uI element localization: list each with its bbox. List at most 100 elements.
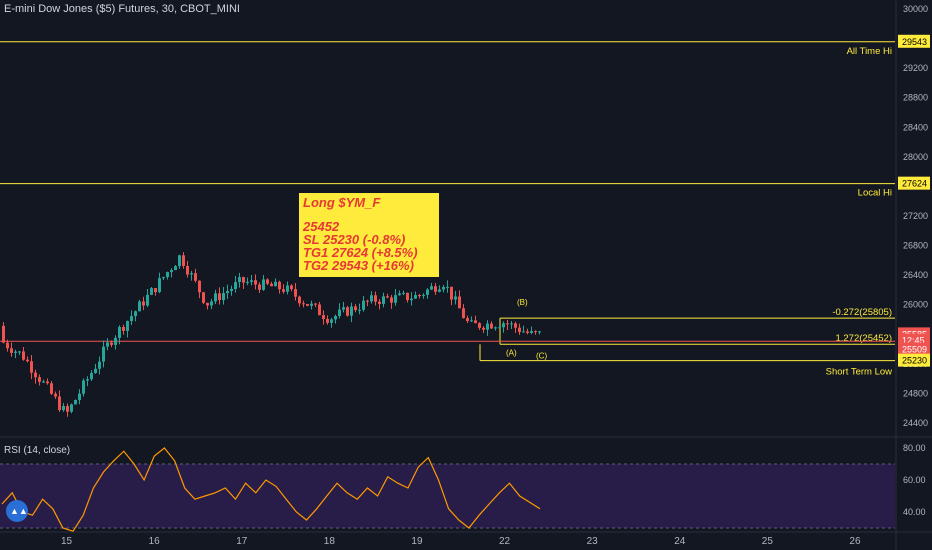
candle-body (458, 296, 461, 309)
candle-body (394, 295, 397, 303)
price-axis[interactable]: 2440024800252002560026000264002680027200… (898, 4, 930, 428)
candle-body (138, 301, 141, 312)
time-tick-label: 23 (587, 536, 599, 547)
candle-body (462, 308, 465, 319)
candle-body (110, 342, 113, 345)
candle-body (474, 320, 477, 324)
time-tick-label: 19 (411, 536, 423, 547)
price-tick-label: 26000 (903, 300, 928, 310)
time-tick-label: 22 (499, 536, 511, 547)
candle-body (82, 380, 85, 394)
level-label: All Time Hi (847, 46, 892, 57)
rsi-line (1, 447, 541, 532)
wave-label: (B) (517, 298, 528, 307)
candle-body (218, 293, 221, 301)
candle-body (134, 311, 137, 317)
candle-body (478, 323, 481, 328)
chart-title: E-mini Dow Jones ($5) Futures, 30, CBOT_… (4, 3, 240, 15)
candle-body (438, 289, 441, 292)
candle-body (346, 307, 349, 316)
candle-body (214, 293, 217, 302)
price-label: 27624 (902, 179, 927, 189)
candle-body (410, 298, 413, 301)
candle-body (30, 361, 33, 373)
candle-body (150, 288, 153, 295)
candle-body (426, 289, 429, 295)
trade-note: Long $YM_F 25452 SL 25230 (-0.8%) TG1 27… (299, 193, 439, 277)
time-tick-label: 18 (324, 536, 336, 547)
candle-body (106, 342, 109, 347)
candle-body (78, 393, 81, 401)
candle-body (286, 285, 289, 292)
price-tick-label: 26400 (903, 270, 928, 280)
candle-body (50, 383, 53, 394)
price-tick-label: 26800 (903, 241, 928, 251)
candle-body (166, 272, 169, 278)
candle-body (282, 289, 285, 292)
candle-body (226, 291, 229, 294)
candle-body (194, 273, 197, 281)
candle-body (362, 300, 365, 310)
price-label-bg (898, 176, 930, 190)
candle-body (498, 327, 501, 329)
price-tick-label: 29200 (903, 63, 928, 73)
tradingview-logo-icon[interactable]: ▲▲ (6, 500, 28, 522)
candle-body (222, 293, 225, 301)
candle-body (158, 278, 161, 293)
candle-body (258, 284, 261, 290)
note-line: TG1 27624 (+8.5%) (303, 245, 418, 260)
candle-body (530, 331, 533, 333)
price-label-bg (898, 34, 930, 48)
candle-body (130, 316, 133, 322)
candle-body (450, 286, 453, 300)
candle-body (62, 406, 65, 411)
candle-body (234, 282, 237, 289)
candle-body (6, 342, 9, 349)
candle-body (170, 270, 173, 273)
price-tick-label: 24400 (903, 418, 928, 428)
candle-body (510, 323, 513, 325)
candle-body (154, 288, 157, 293)
candle-body (38, 377, 41, 382)
candle-body (10, 348, 13, 353)
wave-label: (C) (536, 351, 547, 360)
candle-body (538, 331, 541, 333)
candle-body (390, 297, 393, 303)
price-tick-label: 27200 (903, 211, 928, 221)
candle-body (422, 294, 425, 296)
time-tick-label: 24 (674, 536, 686, 547)
price-label: 29543 (902, 37, 927, 47)
candle-body (506, 323, 509, 325)
candle-body (374, 295, 377, 302)
candle-body (22, 351, 25, 360)
candle-body (430, 286, 433, 290)
candle-body (94, 368, 97, 373)
price-tick-label: 28800 (903, 93, 928, 103)
candle-body (174, 266, 177, 271)
candle-body (350, 306, 353, 316)
candle-body (342, 307, 345, 310)
candle-body (54, 393, 57, 397)
candle-body (2, 325, 5, 343)
candle-body (142, 301, 145, 306)
candle-body (254, 280, 257, 285)
time-axis[interactable]: 15 16 17 18 19 22 23 24 25 26 (61, 536, 861, 547)
candle-body (330, 319, 333, 323)
candle-body (250, 280, 253, 282)
candle-body (206, 302, 209, 306)
candle-body (66, 406, 69, 412)
candle-body (178, 255, 181, 267)
candle-body (466, 318, 469, 322)
candle-body (378, 301, 381, 304)
candle-body (494, 327, 497, 329)
price-tick-label: 28000 (903, 152, 928, 162)
time-tick-label: 25 (762, 536, 774, 547)
candle-body (274, 281, 277, 287)
candle-body (198, 280, 201, 293)
level-label: Local Hi (858, 188, 892, 199)
candle-body (182, 255, 185, 266)
time-tick-label: 17 (236, 536, 248, 547)
price-label: 12:45 (902, 336, 925, 346)
